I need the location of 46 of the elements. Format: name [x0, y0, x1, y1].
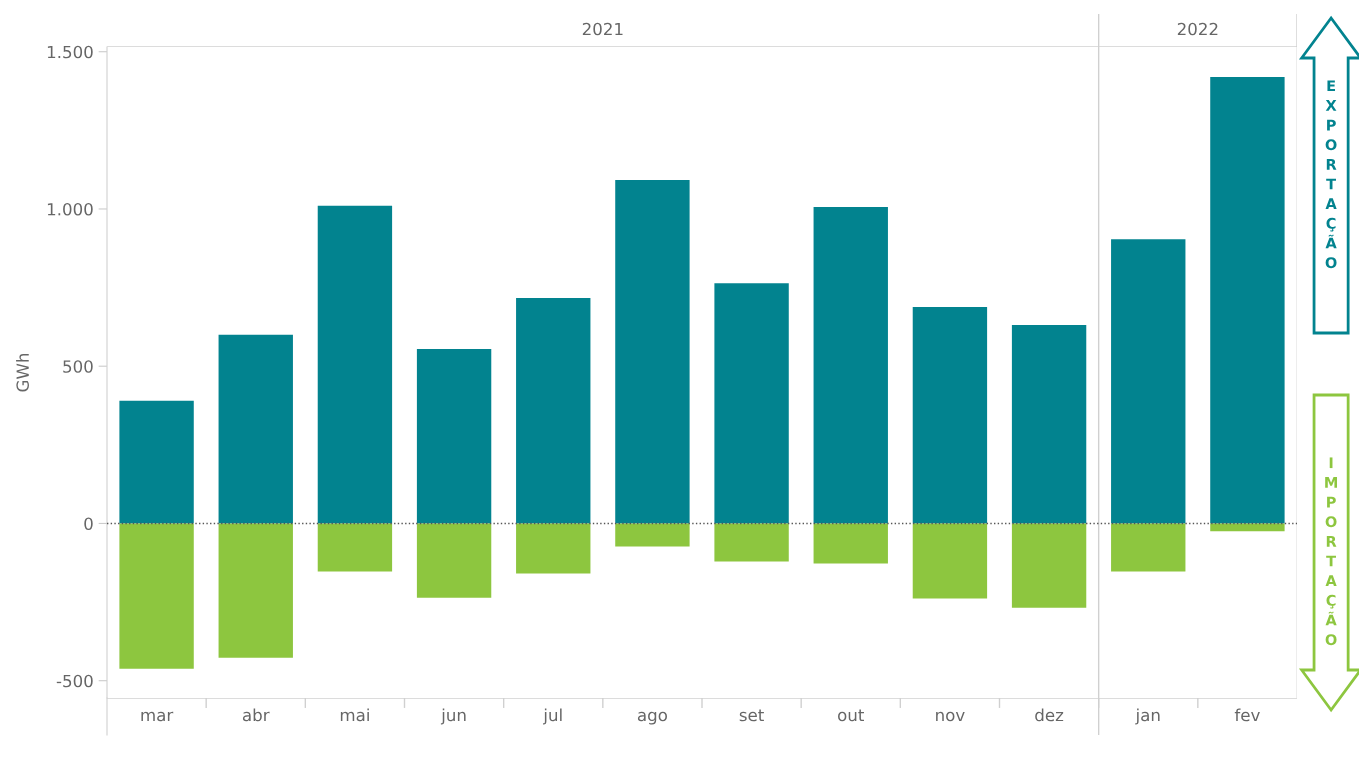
- bar: [218, 523, 293, 658]
- bar: [1210, 523, 1285, 532]
- text: 2021: [582, 22, 623, 36]
- bar: [912, 523, 988, 599]
- bar: [416, 348, 492, 524]
- x-tick-label: out: [838, 709, 864, 722]
- bar: [1111, 239, 1186, 524]
- bar: [119, 523, 194, 669]
- y-tick-label: 1.000: [47, 202, 93, 216]
- x-tick-label: set: [739, 709, 764, 722]
- bar: [813, 523, 888, 564]
- bar: [1210, 76, 1285, 524]
- bar: [516, 297, 591, 524]
- bar: [714, 523, 789, 562]
- bar: [317, 205, 393, 524]
- x-tick-label: jun: [440, 708, 466, 725]
- x-tick-label: nov: [936, 711, 965, 722]
- text: IMPORTAÇÃO: [1325, 457, 1338, 646]
- bar: [1011, 523, 1087, 608]
- text: 2022: [1177, 22, 1218, 36]
- bar: [1111, 523, 1186, 572]
- x-tick-label: ago: [637, 711, 667, 725]
- y-axis-title: GWh: [16, 353, 29, 392]
- bar: [615, 523, 690, 547]
- x-tick-label: abr: [242, 708, 270, 722]
- bar: [119, 400, 194, 524]
- bar: [1011, 325, 1087, 524]
- x-tick-label: mar: [141, 711, 174, 722]
- y-tick-label: 0: [84, 517, 93, 531]
- bar: [218, 334, 293, 524]
- bar: [813, 207, 888, 524]
- x-tick-label: jul: [543, 708, 562, 725]
- x-tick-label: mai: [340, 708, 369, 722]
- bar: [615, 180, 690, 524]
- x-tick-label: dez: [1035, 708, 1064, 722]
- bar: [317, 523, 393, 572]
- y-tick-label: 500: [63, 360, 93, 373]
- bar: [516, 523, 591, 574]
- bar: [714, 283, 789, 524]
- x-tick-label: fev: [1234, 708, 1260, 722]
- y-tick-label: -500: [56, 674, 93, 688]
- text: EXPORTAÇÃO: [1325, 80, 1337, 269]
- bar: [912, 307, 988, 524]
- bar: [416, 523, 492, 598]
- y-tick-label: 1.500: [47, 45, 93, 59]
- x-tick-label: jan: [1135, 708, 1160, 725]
